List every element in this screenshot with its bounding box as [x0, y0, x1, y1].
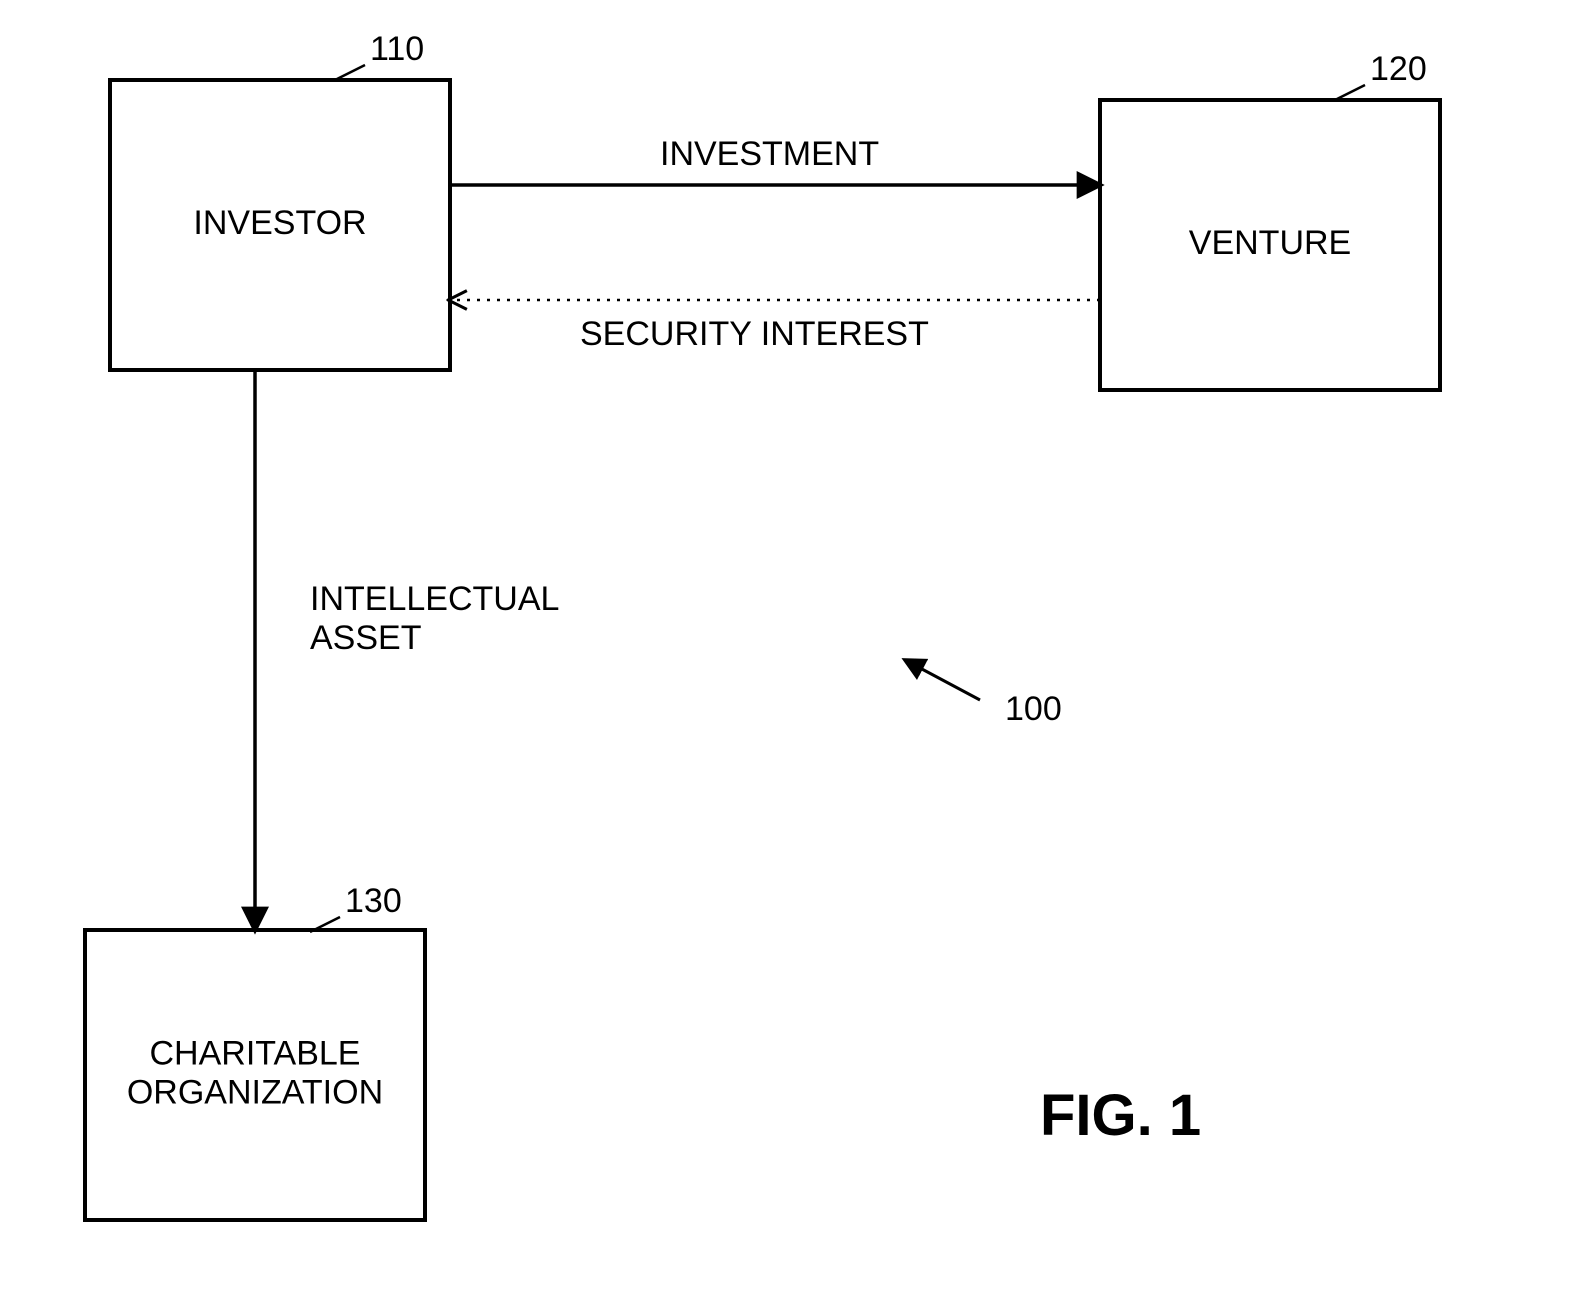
- node-charitable-label: CHARITABLE: [150, 1034, 361, 1072]
- node-venture-ref-leader: [1335, 85, 1365, 100]
- node-venture-ref-number: 120: [1370, 50, 1427, 88]
- edge-investment: INVESTMENT: [450, 135, 1100, 185]
- edge-intellectual_asset: INTELLECTUALASSET: [255, 370, 559, 930]
- edge-intellectual_asset-label: INTELLECTUAL: [310, 580, 559, 618]
- node-investor-ref-number: 110: [370, 30, 424, 68]
- edge-investment-label: INVESTMENT: [660, 135, 879, 173]
- edge-intellectual_asset-label: ASSET: [310, 619, 421, 657]
- node-charitable: CHARITABLEORGANIZATION 130: [85, 882, 425, 1220]
- node-charitable-ref-number: 130: [345, 882, 402, 920]
- node-charitable-label: ORGANIZATION: [127, 1074, 383, 1112]
- node-investor: INVESTOR 110: [110, 30, 450, 370]
- node-investor-ref-leader: [335, 65, 365, 80]
- figure-ref-arrow: [905, 660, 980, 700]
- edge-security_interest: SECURITY INTEREST: [450, 300, 1100, 353]
- figure-ref-number: 100: [1005, 690, 1062, 728]
- figure-ref-pointer: 100: [905, 660, 1062, 728]
- figure-1-diagram: INVESTOR 110 VENTURE 120 CHARITABLEORGANIZAT…: [0, 0, 1579, 1298]
- figure-caption: FIG. 1: [1040, 1083, 1201, 1148]
- node-venture-label: VENTURE: [1189, 224, 1351, 262]
- node-investor-label: INVESTOR: [193, 204, 366, 242]
- node-venture: VENTURE 120: [1100, 50, 1440, 390]
- edge-security_interest-label: SECURITY INTEREST: [580, 315, 929, 353]
